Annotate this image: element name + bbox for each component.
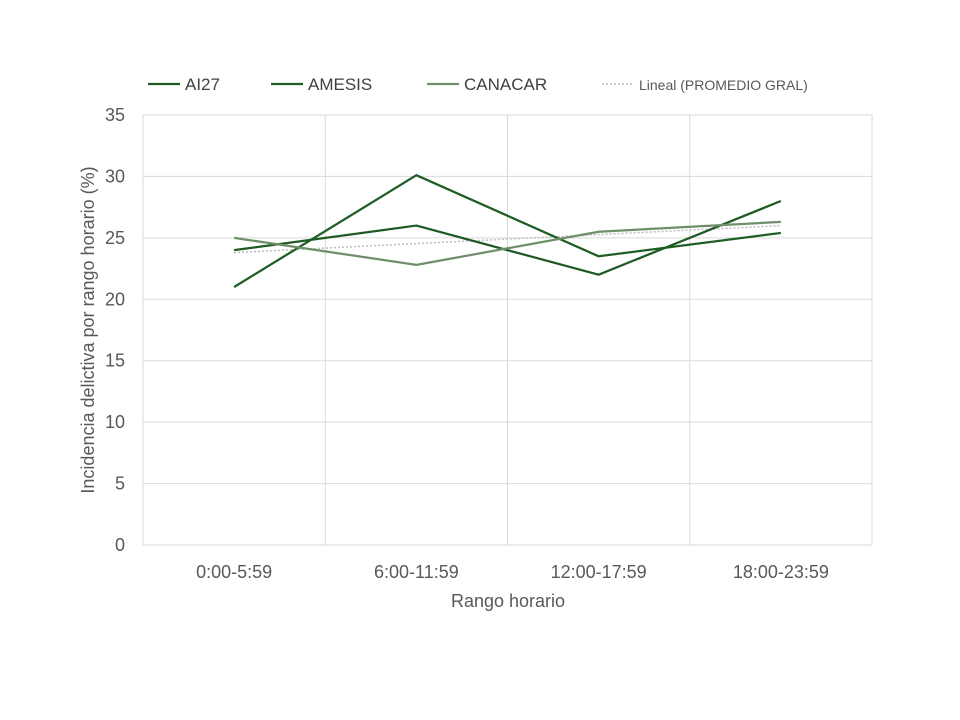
legend-label: AMESIS bbox=[308, 75, 372, 94]
series-layer bbox=[233, 174, 782, 288]
x-tick-label: 0:00-5:59 bbox=[196, 562, 272, 582]
x-axis-title: Rango horario bbox=[451, 591, 565, 611]
y-tick-label: 25 bbox=[105, 228, 125, 248]
x-tick-label: 18:00-23:59 bbox=[733, 562, 829, 582]
y-tick-label: 35 bbox=[105, 105, 125, 125]
y-tick-label: 30 bbox=[105, 166, 125, 186]
gridlines bbox=[143, 114, 872, 546]
legend-label: Lineal (PROMEDIO GRAL) bbox=[639, 77, 808, 93]
y-tick-label: 20 bbox=[105, 289, 125, 309]
series-line-ai27 bbox=[233, 199, 782, 276]
y-axis-title: Incidencia delictiva por rango horario (… bbox=[78, 166, 98, 493]
legend-label: CANACAR bbox=[464, 75, 547, 94]
y-axis-ticks: 0 5 10 15 20 25 30 35 bbox=[105, 105, 125, 555]
series-line-amesis bbox=[233, 174, 782, 288]
y-tick-label: 5 bbox=[115, 474, 125, 494]
y-tick-label: 15 bbox=[105, 351, 125, 371]
y-tick-label: 0 bbox=[115, 535, 125, 555]
legend-item: AMESIS bbox=[271, 75, 372, 94]
plot-area-border bbox=[142, 114, 873, 546]
series-line-canacar bbox=[233, 220, 781, 267]
x-tick-label: 12:00-17:59 bbox=[551, 562, 647, 582]
y-tick-label: 10 bbox=[105, 412, 125, 432]
legend-item: CANACAR bbox=[427, 75, 547, 94]
legend-item: Lineal (PROMEDIO GRAL) bbox=[602, 77, 808, 93]
trendline-layer bbox=[234, 224, 781, 254]
x-tick-label: 6:00-11:59 bbox=[374, 562, 459, 582]
trendline bbox=[234, 224, 781, 254]
legend-item: AI27 bbox=[148, 75, 220, 94]
legend-label: AI27 bbox=[185, 75, 220, 94]
x-axis-ticks: 0:00-5:59 6:00-11:59 12:00-17:59 18:00-23:5… bbox=[196, 562, 829, 582]
legend: AI27 AMESIS CANACAR Lineal (PROMEDIO GRAL) bbox=[148, 75, 808, 94]
